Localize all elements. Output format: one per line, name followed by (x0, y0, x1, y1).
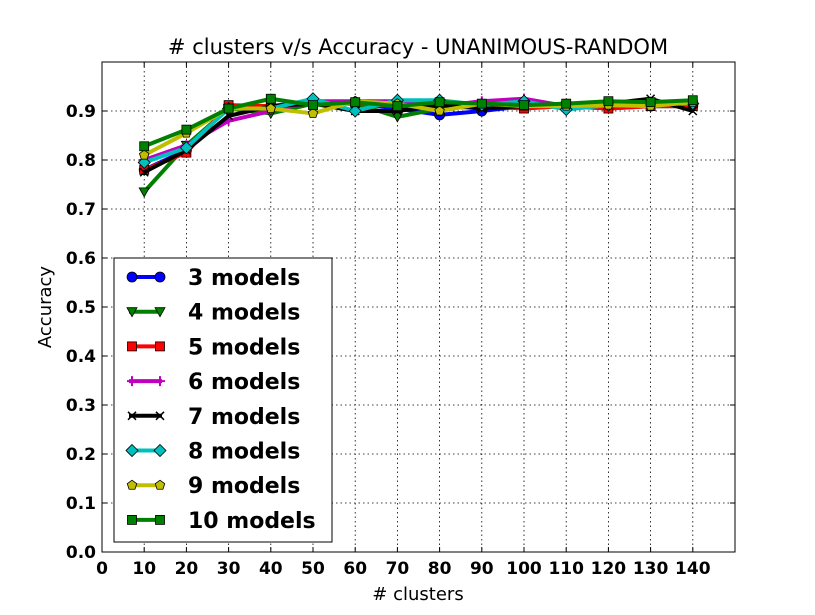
x-tick-label: 40 (259, 559, 283, 579)
data-point-10-models (519, 100, 529, 111)
series-layer (137, 92, 700, 198)
data-point-4-models (138, 187, 150, 198)
legend-marker (155, 376, 165, 387)
legend-entry-6-models: 6 models (127, 370, 300, 395)
grid (102, 62, 735, 552)
legend-marker (155, 411, 165, 421)
data-point-10-models (561, 98, 572, 109)
legend-marker (126, 307, 138, 318)
data-point-10-models (476, 98, 487, 109)
x-tick-label: 140 (675, 559, 711, 579)
axis-ticks: 0 10 20 30 40 50 60 70 80 90 100 110 120 130 140 0.0 0.1… (66, 62, 735, 579)
legend-label: 7 models (188, 405, 300, 430)
legend-label: 3 models (188, 266, 300, 291)
y-tick-label: 0.5 (66, 298, 96, 318)
x-tick-label: 80 (428, 559, 452, 579)
x-tick-label: 10 (132, 559, 156, 579)
y-tick-label: 0.8 (66, 151, 96, 171)
legend-entry-10-models: 10 models (127, 509, 316, 534)
data-point-10-models (308, 100, 318, 111)
legend-marker (125, 443, 139, 458)
legend-entry-4-models: 4 models (126, 301, 300, 326)
y-tick-label: 0.0 (66, 543, 96, 563)
legend-label: 4 models (188, 301, 300, 326)
data-point-10-models (223, 103, 234, 114)
x-axis-label: # clusters (372, 584, 463, 605)
data-point-9-models (434, 105, 445, 116)
y-tick-label: 0.2 (66, 445, 96, 465)
data-point-10-models (434, 97, 445, 108)
legend-marker (127, 515, 137, 525)
legend-marker (126, 479, 138, 490)
legend-marker (127, 341, 137, 352)
x-tick-label: 30 (217, 559, 241, 579)
legend-marker (126, 271, 138, 283)
series-line-10-models (143, 96, 693, 149)
data-point-10-models (350, 97, 361, 108)
legend-entry-8-models: 8 models (125, 440, 300, 465)
x-tick-label: 20 (175, 559, 199, 579)
legend-marker (154, 307, 166, 318)
data-point-10-models (392, 101, 403, 111)
y-tick-label: 0.7 (66, 200, 96, 220)
legend-marker (127, 411, 137, 421)
y-tick-label: 0.4 (66, 347, 96, 367)
legend: 3 models 4 models 5 models 6 models 7 models… (113, 257, 333, 543)
data-point-8-models (348, 104, 362, 118)
data-point-9-models (265, 103, 277, 113)
legend-label: 8 models (188, 440, 300, 465)
data-point-10-models (265, 93, 276, 104)
y-axis-label: Accuracy (35, 266, 56, 349)
x-tick-label: 100 (506, 559, 542, 579)
legend-marker (154, 479, 166, 490)
legend-box (113, 257, 333, 543)
legend-entry-5-models: 5 models (127, 335, 300, 360)
legend-marker (155, 515, 165, 525)
legend-label: 9 models (188, 474, 300, 499)
data-point-9-models (307, 107, 319, 118)
x-tick-label: 90 (470, 559, 494, 579)
y-tick-label: 0.6 (66, 249, 96, 269)
data-point-10-models (687, 95, 698, 106)
x-tick-label: 50 (301, 559, 325, 579)
data-point-10-models (603, 96, 614, 107)
chart-title: # clusters v/s Accuracy - UNANIMOUS-RAND… (168, 35, 668, 59)
y-tick-label: 0.9 (66, 102, 96, 122)
series-10-models (139, 93, 698, 152)
x-tick-label: 0 (96, 559, 108, 579)
data-point-10-models (181, 124, 192, 135)
legend-marker (127, 376, 137, 387)
legend-entry-9-models: 9 models (126, 474, 300, 499)
x-tick-label: 110 (548, 559, 584, 579)
data-point-7-models (139, 167, 149, 177)
x-tick-label: 130 (633, 559, 669, 579)
data-point-9-models (138, 149, 150, 160)
legend-marker (154, 271, 166, 283)
legend-label: 6 models (188, 370, 300, 395)
data-point-10-models (645, 97, 656, 108)
x-tick-label: 70 (386, 559, 410, 579)
data-point-8-models (179, 141, 193, 155)
legend-label: 10 models (188, 509, 316, 534)
legend-label: 5 models (188, 335, 300, 360)
x-tick-label: 60 (343, 559, 367, 579)
x-tick-label: 120 (591, 559, 627, 579)
legend-entry-3-models: 3 models (126, 266, 300, 291)
legend-marker (155, 341, 165, 352)
y-tick-label: 0.3 (66, 396, 96, 416)
data-point-7-models (688, 106, 698, 116)
legend-marker (153, 443, 167, 458)
data-point-10-models (139, 141, 150, 152)
y-tick-label: 0.1 (66, 494, 96, 514)
legend-entry-7-models: 7 models (127, 405, 300, 430)
